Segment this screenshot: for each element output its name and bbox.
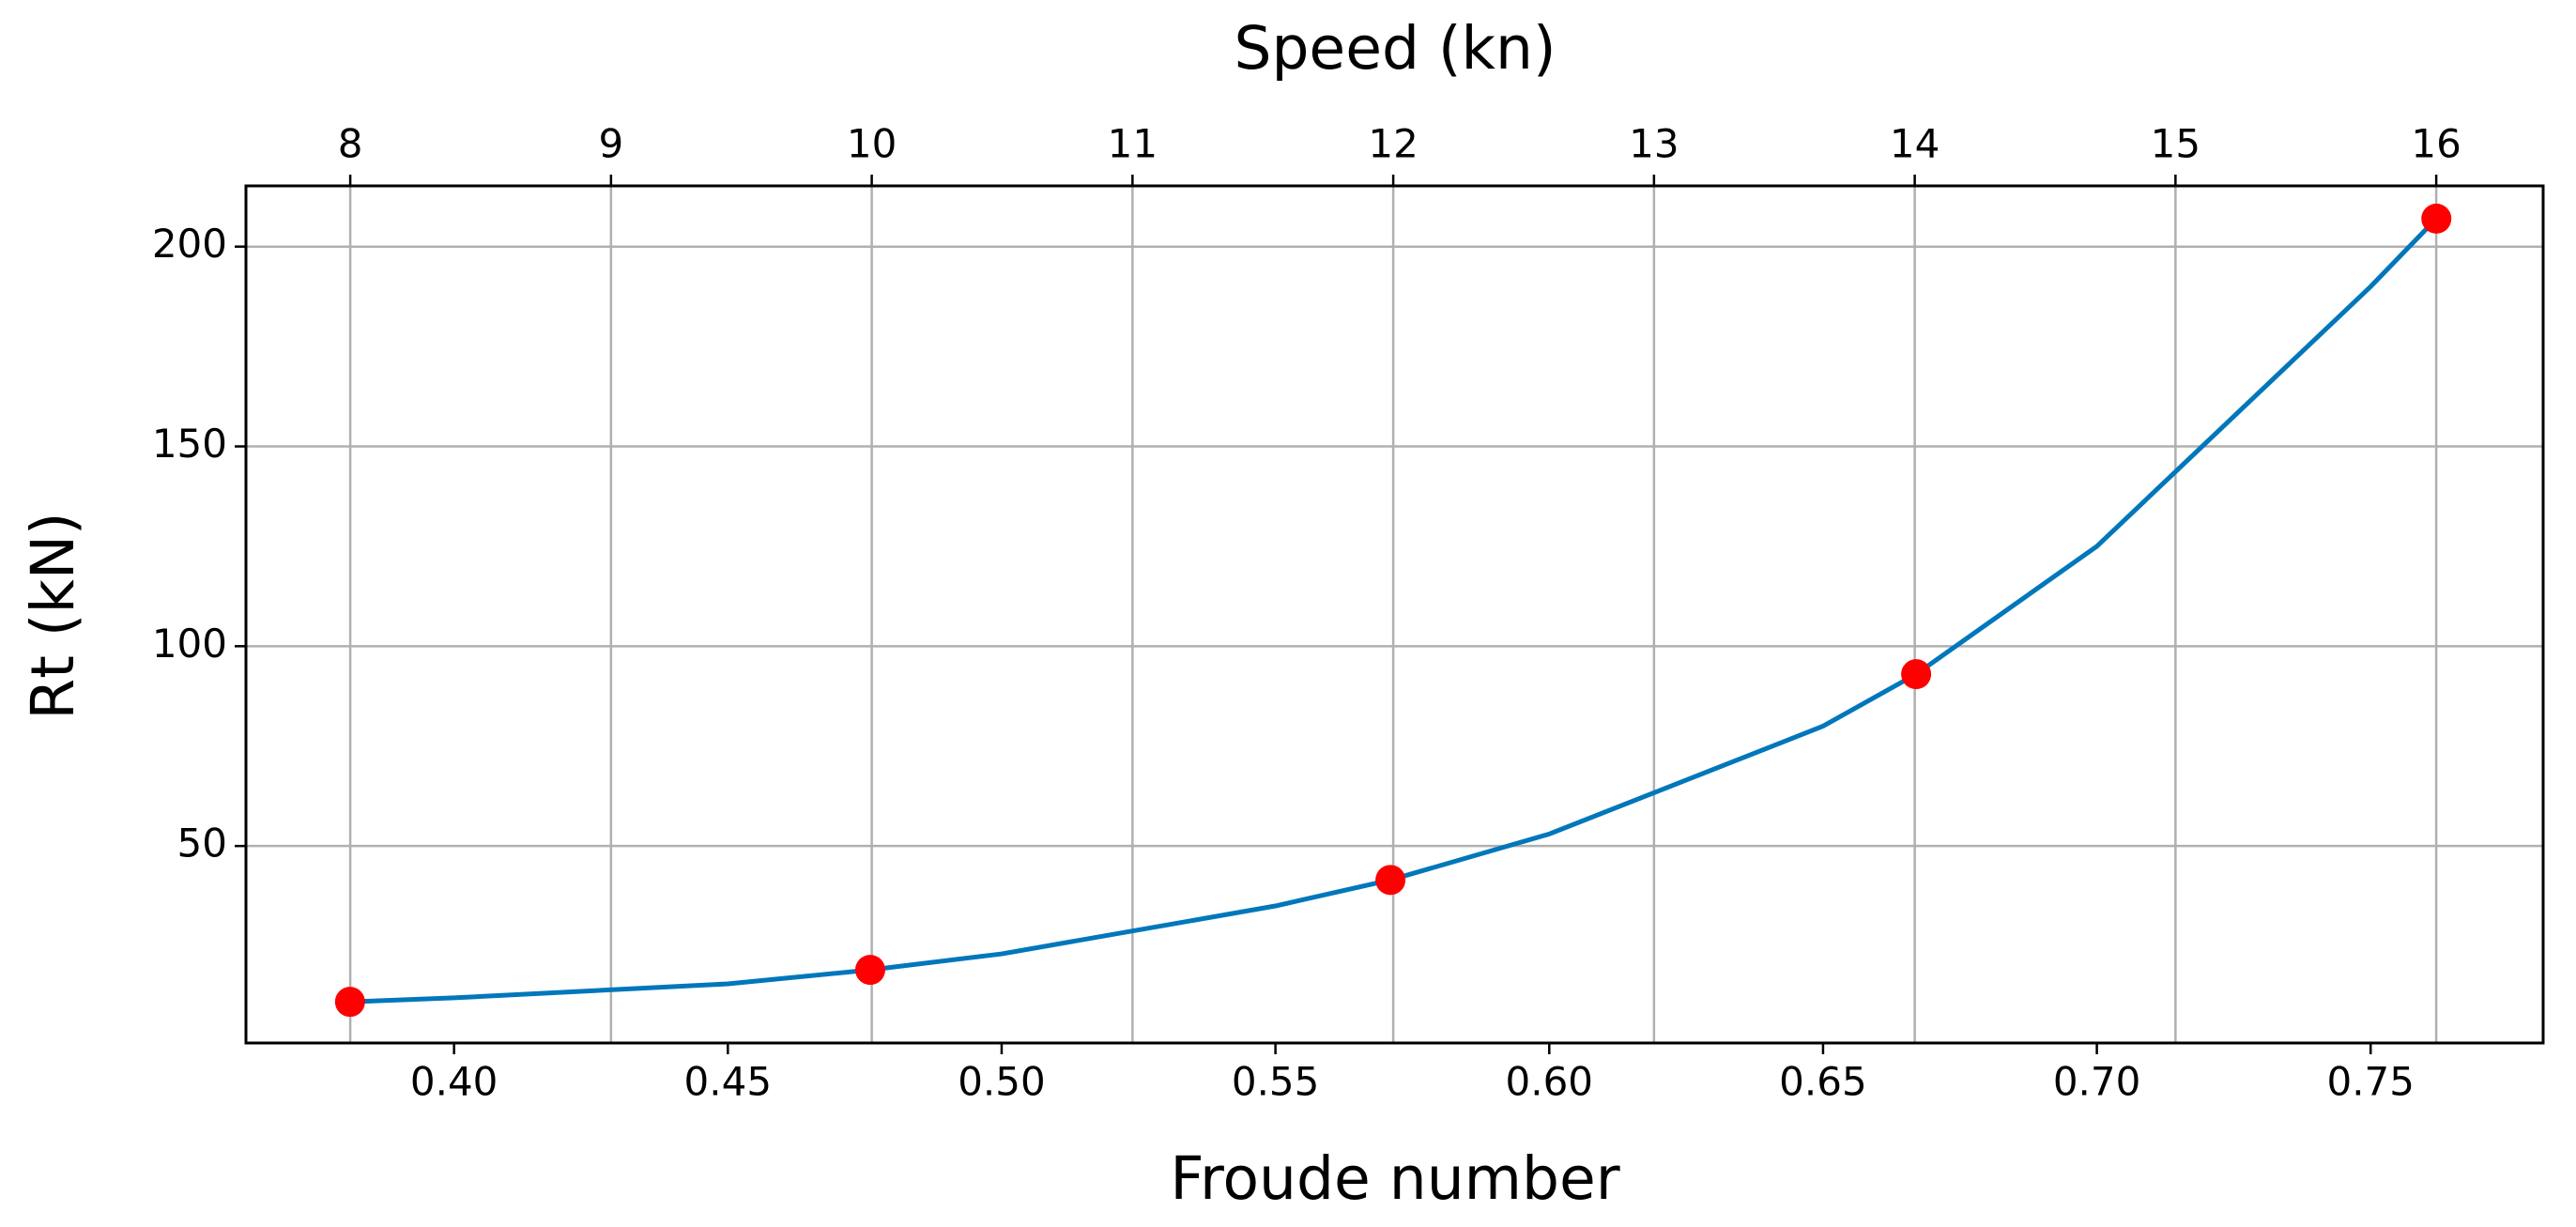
plot-frame	[244, 184, 2545, 1045]
y-tick-label: 100	[152, 621, 227, 667]
data-point	[854, 955, 885, 986]
x-tick-label: 0.55	[1232, 1059, 1320, 1105]
x2-tick-label: 9	[598, 121, 623, 167]
data-point	[334, 987, 365, 1018]
y-tick-label: 150	[152, 421, 227, 467]
data-point	[2421, 203, 2452, 234]
x2-tick-label: 14	[1890, 121, 1940, 167]
x-tick-label: 0.50	[958, 1059, 1046, 1105]
x-tick-label: 0.70	[2053, 1059, 2141, 1105]
x2-tick-label: 8	[338, 121, 363, 167]
data-point	[1375, 865, 1406, 896]
x-tick-label: 0.40	[410, 1059, 498, 1105]
y-tick-label: 50	[177, 821, 227, 867]
y-axis-label: Rt (kN)	[19, 512, 87, 719]
x2-tick-label: 11	[1108, 121, 1158, 167]
x2-tick-label: 16	[2411, 121, 2461, 167]
x-tick-label: 0.65	[1779, 1059, 1867, 1105]
x-tick-label: 0.75	[2326, 1059, 2415, 1105]
x-tick-label: 0.60	[1506, 1059, 1594, 1105]
x2-tick-label: 13	[1629, 121, 1679, 167]
x2-tick-label: 12	[1368, 121, 1418, 167]
y-tick-label: 200	[152, 221, 227, 267]
x2-axis-label: Speed (kn)	[1234, 14, 1556, 83]
x-tick-label: 0.45	[684, 1059, 773, 1105]
x-axis-label: Froude number	[1170, 1144, 1619, 1213]
x2-tick-label: 15	[2151, 121, 2200, 167]
data-point	[1901, 659, 1932, 690]
x2-tick-label: 10	[847, 121, 897, 167]
